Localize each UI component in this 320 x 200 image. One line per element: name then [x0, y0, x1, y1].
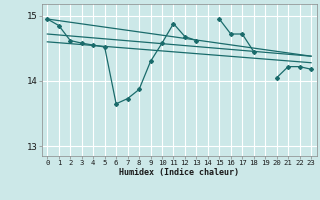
- X-axis label: Humidex (Indice chaleur): Humidex (Indice chaleur): [119, 168, 239, 177]
